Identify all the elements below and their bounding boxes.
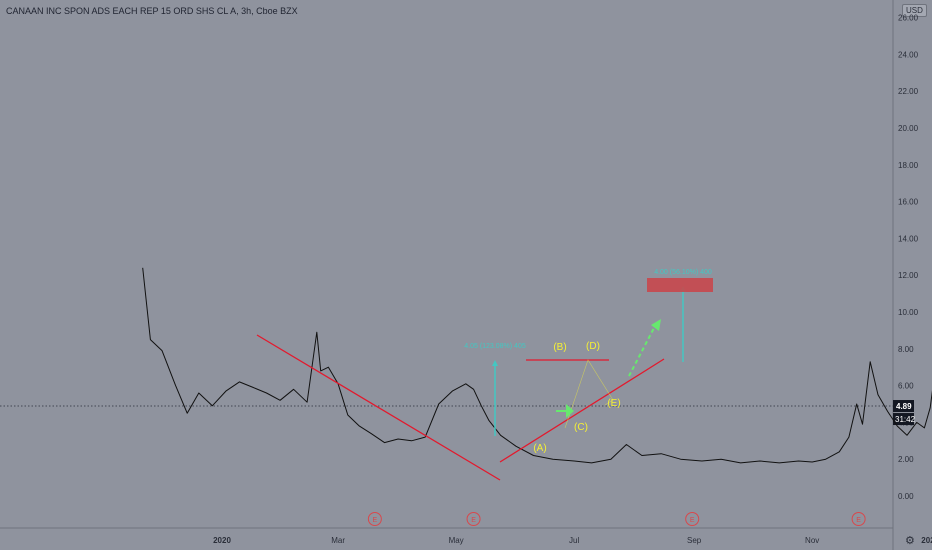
price-line [142,267,932,464]
x-tick-label: Nov [805,536,819,545]
measure-arrowhead-left [492,360,498,366]
downtrend-line[interactable] [256,334,501,481]
svg-text:E: E [471,517,476,524]
y-tick-label: 16.00 [898,198,919,207]
y-axis[interactable]: 0.002.004.006.008.0010.0012.0014.0016.00… [892,0,919,550]
y-tick-label: 22.00 [898,87,919,96]
x-tick-label: 2021 [921,536,932,545]
earnings-event-icon[interactable]: E [851,512,866,526]
y-tick-label: 20.00 [898,124,919,133]
uptrend-line[interactable] [499,358,665,463]
y-tick-label: 6.00 [898,382,914,391]
wave-path [564,359,614,429]
svg-text:E: E [373,517,378,524]
earnings-event-icon[interactable]: E [367,512,382,526]
price-series [142,267,932,464]
wave-label: (E) [607,398,620,409]
x-tick-label: Sep [687,536,702,545]
svg-text:E: E [856,517,861,524]
gear-icon[interactable]: ⚙ [905,535,915,547]
y-tick-label: 24.00 [898,50,919,59]
svg-text:E: E [690,517,695,524]
last-price-badge [893,400,914,413]
target-zone-box[interactable] [647,278,713,292]
measure-label-left: 4.05 (123.08%) 405 [464,343,526,350]
measure-label-right: 4.00 (56.10%) 400 [654,269,712,276]
countdown-label: 31:42 [895,415,916,424]
x-tick-label: 2020 [213,536,231,545]
drawing-layer: 4.05 (123.08%) 405 4.00 (56.10%) 400 (A) (B… [256,269,713,481]
y-tick-label: 10.00 [898,308,919,317]
wave-label: (D) [586,341,600,352]
x-tick-label: May [449,536,464,545]
y-tick-label: 12.00 [898,271,919,280]
x-axis: 2020MarMayJulSepNov2021MarMayJulSepEEEE [0,512,932,545]
y-tick-label: 0.00 [898,492,914,501]
earnings-event-icon[interactable]: E [685,512,700,526]
wave-label: (B) [553,342,566,353]
countdown-badge [893,413,914,426]
right-arrow-icon [556,404,574,418]
wave-label: (C) [574,422,588,433]
x-tick-label: Mar [331,536,345,545]
last-price-label: 4.89 [896,402,912,411]
y-tick-label: 14.00 [898,234,919,243]
y-tick-label: 8.00 [898,345,914,354]
wave-label: (A) [533,443,546,454]
y-tick-label: 18.00 [898,161,919,170]
projection-arrowhead [651,319,661,331]
y-tick-label: 2.00 [898,455,914,464]
projection-arrow[interactable] [628,325,656,377]
earnings-event-icon[interactable]: E [466,512,481,526]
y-tick-label: 26.00 [898,14,919,23]
currency-badge[interactable]: USD [902,4,927,17]
x-tick-label: Jul [569,536,579,545]
chart-title: CANAAN INC SPON ADS EACH REP 15 ORD SHS … [6,6,298,16]
